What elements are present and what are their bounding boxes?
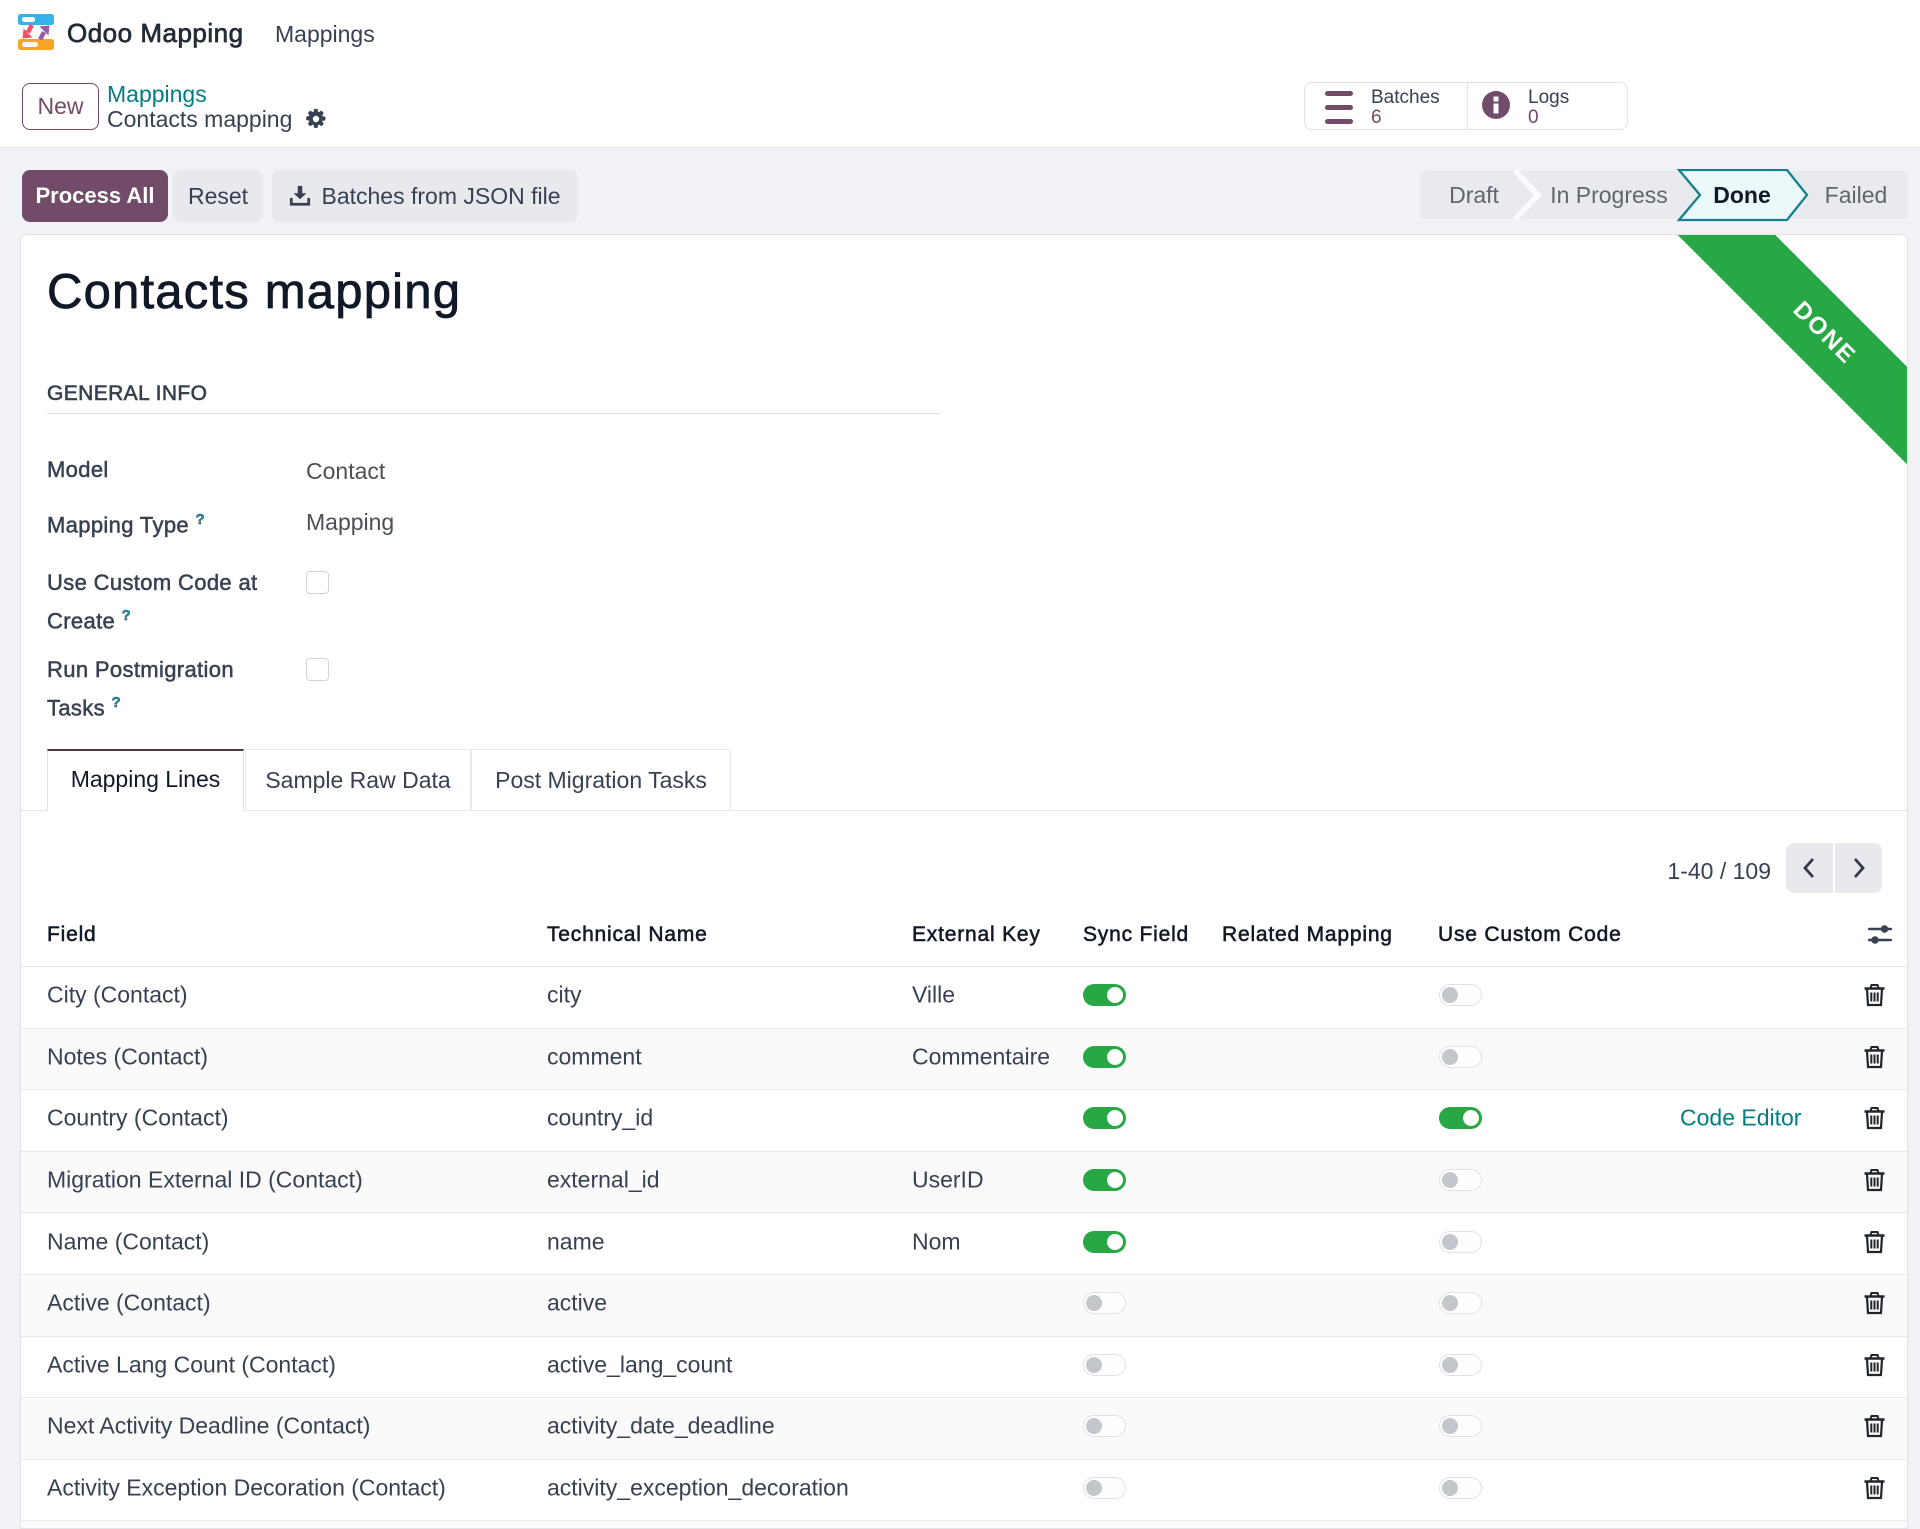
svg-text:Done: Done	[1713, 182, 1771, 208]
svg-text:Draft: Draft	[1449, 182, 1499, 208]
svg-text:Failed: Failed	[1825, 182, 1888, 208]
svg-text:In Progress: In Progress	[1550, 182, 1668, 208]
